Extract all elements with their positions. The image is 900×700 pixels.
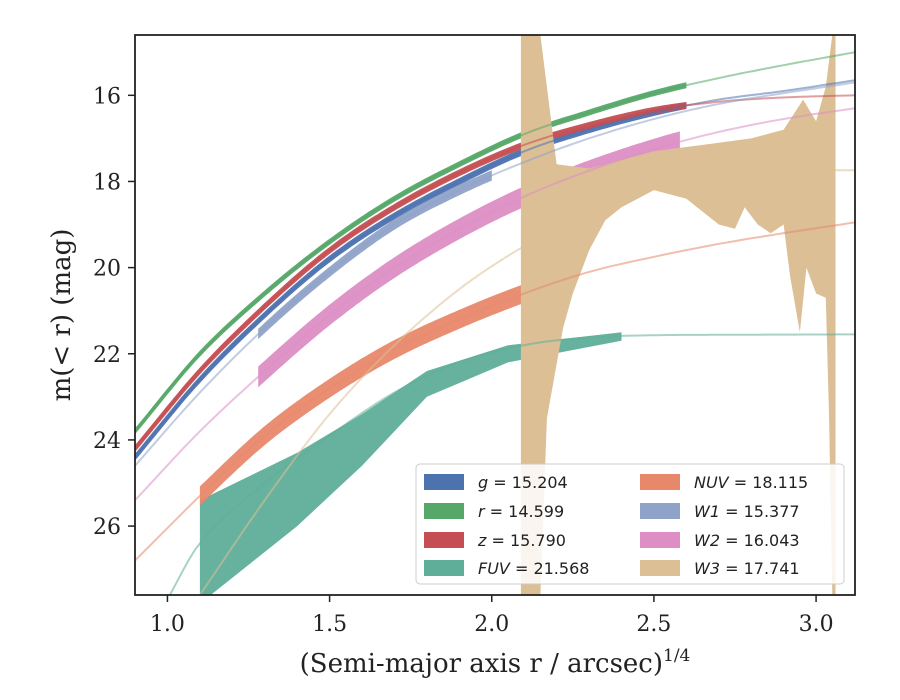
legend-label: FUV = 21.568 [478, 559, 589, 578]
y-tick-label: 20 [93, 257, 121, 282]
series-line-1 [135, 51, 855, 432]
series-band-5 [258, 170, 492, 340]
legend-label: W1 = 15.377 [694, 502, 800, 521]
series-band-7 [520, 35, 836, 595]
series-line-4 [135, 221, 855, 562]
x-tick-label: 1.0 [150, 612, 185, 637]
legend: g = 15.204 r = 14.599 z = 15.790 FUV = 21.5… [415, 463, 845, 585]
plot-frame [134, 34, 856, 596]
legend-swatch [640, 503, 680, 519]
ticks-layer: 1.0 1.5 2.0 2.5 3.0 16 18 20 22 24 26 [93, 84, 834, 637]
legend-label: W3 = 17.741 [694, 559, 800, 578]
legend-label: NUV = 18.115 [694, 473, 808, 492]
series-line-0 [135, 79, 855, 458]
y-tick-label: 22 [93, 343, 121, 368]
legend-label: W2 = 16.043 [694, 531, 800, 550]
series-line-7 [199, 168, 855, 595]
legend-swatch [640, 532, 680, 548]
x-tick-label: 3.0 [799, 612, 834, 637]
legend-swatch [424, 474, 464, 490]
legend-swatch [640, 560, 680, 576]
series-line-3 [168, 333, 855, 595]
legend-entries: g = 15.204 r = 14.599 z = 15.790 FUV = 21.5… [424, 473, 808, 578]
x-tick-label: 2.5 [636, 612, 671, 637]
legend-box [415, 463, 845, 585]
y-tick-label: 16 [93, 84, 121, 109]
legend-swatch [424, 532, 464, 548]
y-tick-label: 18 [93, 170, 121, 195]
x-tick-label: 2.0 [474, 612, 509, 637]
legend-label: g = 15.204 [478, 473, 568, 492]
y-tick-label: 26 [93, 515, 121, 540]
lines-layer [135, 51, 855, 595]
legend-label: z = 15.790 [477, 531, 566, 550]
x-axis-label: (Semi-major axis r / arcsec)1/4 [300, 646, 691, 679]
y-tick-label: 24 [93, 429, 121, 454]
x-tick-label: 1.5 [312, 612, 347, 637]
series-line-6 [135, 107, 855, 501]
legend-label: r = 14.599 [478, 502, 564, 521]
y-axis-label: m(< r) (mag) [47, 229, 77, 402]
legend-swatch [424, 503, 464, 519]
series-line-5 [135, 81, 855, 467]
legend-swatch [424, 560, 464, 576]
legend-swatch [640, 474, 680, 490]
